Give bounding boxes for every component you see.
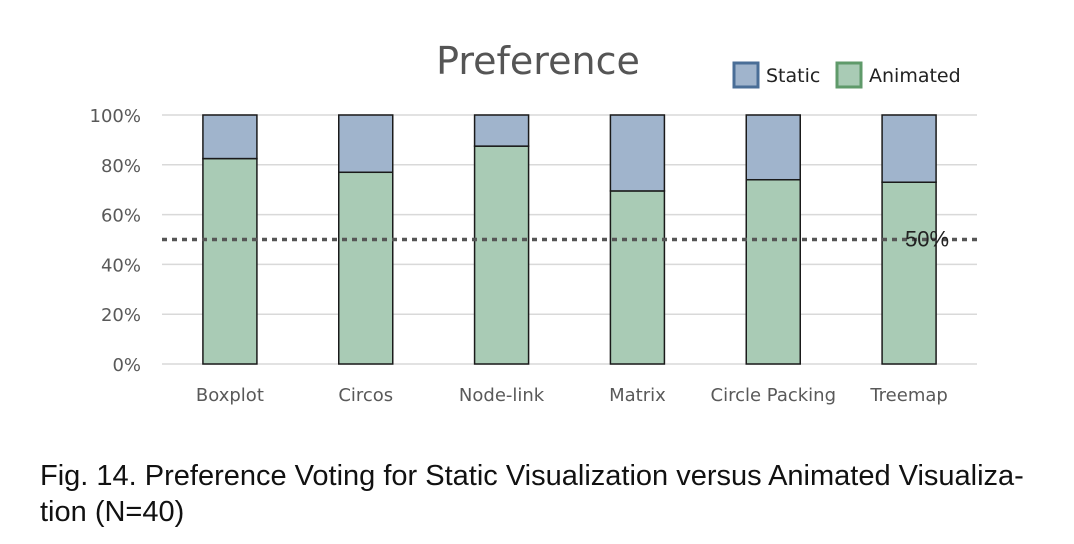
bar-static (473, 114, 530, 147)
bar-animated (338, 171, 394, 365)
bar-animated (745, 178, 801, 365)
x-tick-label: Node-link (459, 385, 545, 406)
gridlines (162, 114, 977, 365)
y-axis-ticks: 0% 20% 40% 60% 80% 100% (90, 106, 141, 376)
bar-animated (609, 190, 666, 365)
bar-animated (202, 157, 258, 365)
x-tick-label: Treemap (869, 385, 948, 406)
legend-swatch-animated (835, 61, 863, 89)
bar-static (609, 114, 666, 192)
x-tick-label: Matrix (609, 385, 666, 406)
figure-caption: Fig. 14. Preference Voting for Static Vi… (40, 460, 1024, 528)
x-axis-ticks: Boxplot Circos Node-link Matrix Circle Packi… (196, 385, 948, 406)
bar-static (338, 114, 394, 174)
preference-chart: Preference Static Animated 0% 20% 40% 60% 80… (90, 39, 977, 406)
x-tick-label: Boxplot (196, 385, 264, 406)
y-tick-label: 20% (101, 305, 141, 326)
x-tick-label: Circle Packing (711, 385, 837, 406)
legend-swatch-static (732, 61, 760, 89)
y-tick-label: 80% (101, 156, 141, 177)
reference-line-group: 50% (162, 227, 977, 252)
bar-static (745, 114, 801, 181)
y-tick-label: 60% (101, 206, 141, 227)
reference-line-label: 50% (905, 227, 949, 252)
legend: Static Animated (732, 61, 961, 89)
bar-animated (473, 145, 530, 365)
chart-title: Preference (436, 39, 640, 83)
bars (202, 114, 937, 365)
y-tick-label: 100% (90, 106, 141, 127)
y-tick-label: 40% (101, 255, 141, 276)
bar-animated (881, 181, 937, 365)
legend-label-animated: Animated (869, 65, 961, 87)
x-tick-label: Circos (338, 385, 393, 406)
y-tick-label: 0% (112, 355, 141, 376)
bar-static (881, 114, 937, 183)
bar-static (202, 114, 258, 160)
legend-label-static: Static (766, 65, 820, 87)
